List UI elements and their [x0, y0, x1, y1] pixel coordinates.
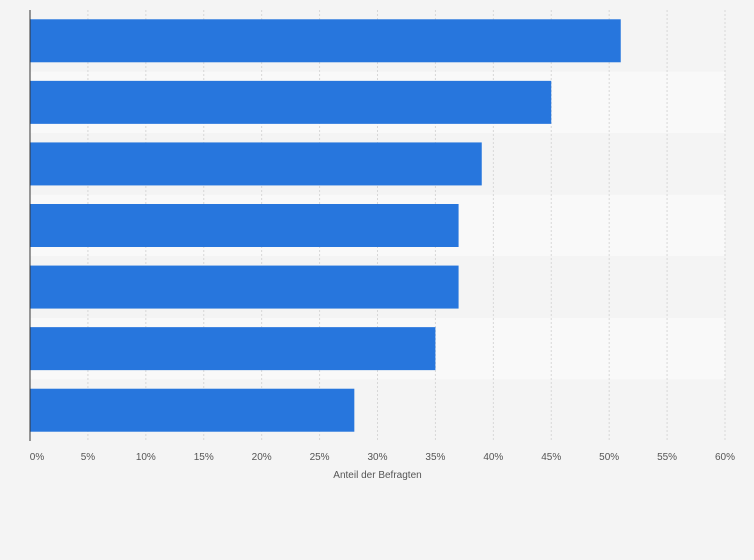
- x-tick-label: 5%: [81, 452, 96, 463]
- bars: [30, 19, 621, 432]
- bar-2: [30, 80, 552, 124]
- bar-3: [30, 142, 482, 186]
- x-tick-label: 30%: [367, 452, 387, 463]
- bar-5: [30, 265, 459, 309]
- x-tick-label: 20%: [252, 452, 272, 463]
- bar-7: [30, 388, 355, 432]
- bar-4: [30, 204, 459, 247]
- x-tick-label: 45%: [541, 452, 561, 463]
- x-tick-label: 10%: [136, 452, 156, 463]
- x-tick-label: 55%: [657, 452, 677, 463]
- x-tick-label: 60%: [715, 452, 735, 463]
- x-tick-label: 25%: [310, 452, 330, 463]
- bar-6: [30, 327, 436, 371]
- x-tick-label: 0%: [30, 452, 45, 463]
- x-tick-label: 50%: [599, 452, 619, 463]
- x-tick-label: 15%: [194, 452, 214, 463]
- x-axis-ticks: 0% 5% 10% 15% 20% 25% 30% 35% 40% 45% 50% 55% 60%: [30, 452, 735, 463]
- x-tick-label: 35%: [425, 452, 445, 463]
- bar-1: [30, 19, 621, 63]
- x-tick-label: 40%: [483, 452, 503, 463]
- x-axis-title: Anteil der Befragten: [333, 470, 421, 481]
